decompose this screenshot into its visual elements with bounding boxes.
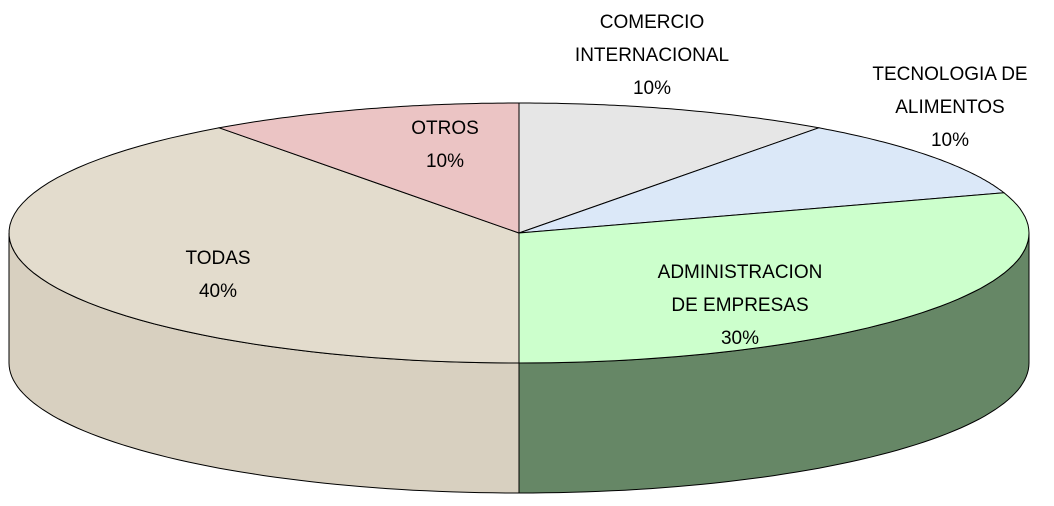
value-label: 10% xyxy=(425,151,465,172)
value-label: 10% xyxy=(632,78,672,99)
category-label: OTROS xyxy=(411,118,479,139)
slice-label: COMERCIO INTERNACIONAL 10% xyxy=(575,6,729,105)
slice xyxy=(518,102,821,234)
category-label: ADMINISTRACION DE EMPRESAS xyxy=(657,262,823,316)
slice-label: ADMINISTRACION DE EMPRESAS 30% xyxy=(658,256,823,355)
slice xyxy=(518,192,1030,364)
value-label: 40% xyxy=(198,281,238,302)
value-label: 30% xyxy=(720,328,760,349)
slice-label: TECNOLOGIA DE ALIMENTOS 10% xyxy=(872,58,1027,157)
slice-label: TODAS 40% xyxy=(185,242,250,308)
category-label: TECNOLOGIA DE ALIMENTOS xyxy=(872,64,1028,118)
slice xyxy=(518,127,1006,234)
category-label: COMERCIO INTERNACIONAL xyxy=(574,12,730,66)
category-label: TODAS xyxy=(185,248,251,269)
slice xyxy=(217,102,520,234)
slice-label: OTROS 10% xyxy=(411,112,479,178)
value-label: 10% xyxy=(930,130,970,151)
slice xyxy=(8,127,520,364)
